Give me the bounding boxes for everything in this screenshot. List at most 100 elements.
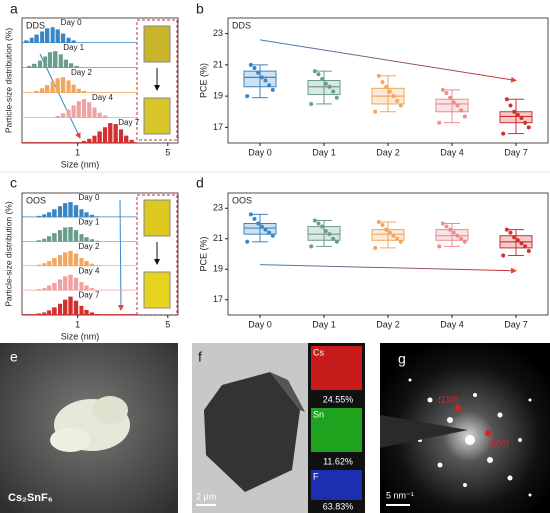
data-point xyxy=(373,245,378,250)
histogram-bar xyxy=(79,281,84,291)
series-label: Day 4 xyxy=(79,266,100,275)
histogram-bar xyxy=(95,289,100,291)
data-point xyxy=(459,108,464,113)
axes-frame xyxy=(21,192,179,316)
histogram-bar xyxy=(55,78,60,93)
series-label: Day 2 xyxy=(71,68,92,77)
histogram-bar xyxy=(53,51,58,68)
panel-g: (110) (200) 5 nm⁻¹ g xyxy=(380,343,550,513)
histogram-bar xyxy=(95,313,100,315)
powder xyxy=(50,428,90,452)
histogram-bar xyxy=(92,107,97,118)
y-tick-label: 23 xyxy=(213,203,223,213)
x-axis-title: Size (nm) xyxy=(61,159,100,169)
vial xyxy=(143,25,171,63)
histogram-bar xyxy=(84,212,89,218)
element-label: Sn xyxy=(313,409,324,419)
map-f xyxy=(311,470,362,500)
y-tick-label: 17 xyxy=(213,294,223,304)
panel-label: f xyxy=(198,349,202,365)
y-tick-label: 19 xyxy=(213,264,223,274)
data-point xyxy=(331,236,336,241)
histogram-bar xyxy=(58,54,63,68)
histogram-bar xyxy=(44,85,50,93)
data-point xyxy=(323,229,328,234)
x-tick-label: Day 7 xyxy=(504,319,528,329)
vial xyxy=(143,199,171,237)
y-tick-label: 17 xyxy=(213,122,223,132)
crystal xyxy=(270,372,305,412)
box xyxy=(499,111,533,124)
data-point xyxy=(440,221,445,226)
x-tick-label: Day 4 xyxy=(440,147,464,157)
x-tick-label: Day 2 xyxy=(376,147,400,157)
y-axis-title: PCE (%) xyxy=(198,63,208,98)
annotation: DDS xyxy=(232,20,251,30)
data-point xyxy=(256,221,261,226)
histogram-bar xyxy=(42,312,47,315)
data-point xyxy=(312,218,317,223)
histogram-bar xyxy=(24,40,29,43)
data-point xyxy=(334,95,339,100)
panel-e: e Cs₂SnF₆ xyxy=(0,343,178,513)
vial xyxy=(143,271,171,309)
data-point xyxy=(380,223,385,228)
inset-c xyxy=(117,194,178,316)
trend-arrow xyxy=(117,199,124,311)
histogram-bar xyxy=(118,129,124,143)
series-label: Day 1 xyxy=(63,43,84,52)
data-point xyxy=(515,238,520,243)
histogram-bar xyxy=(71,105,76,118)
histogram-bar xyxy=(52,258,57,267)
x-tick-label: 1 xyxy=(75,319,80,329)
histogram-bar xyxy=(84,285,89,291)
histogram-bar xyxy=(27,65,32,68)
data-point xyxy=(448,95,453,100)
fraction-label: 24.55% xyxy=(323,394,354,404)
histogram-bar xyxy=(73,277,79,291)
data-point xyxy=(455,233,460,238)
data-point xyxy=(504,97,509,102)
histogram-bar xyxy=(43,56,48,68)
series-label: Day 4 xyxy=(92,93,113,102)
y-tick-label: 19 xyxy=(213,91,223,101)
histogram-bar xyxy=(42,214,47,218)
histogram-bar xyxy=(81,140,87,143)
histogram-bar xyxy=(76,101,81,118)
histogram-bar xyxy=(81,99,87,118)
histogram-bar xyxy=(89,288,95,291)
histogram-bar xyxy=(36,313,41,315)
data-point xyxy=(526,125,531,130)
crystal xyxy=(204,372,300,492)
spot-label: (200) xyxy=(488,438,509,448)
data-point xyxy=(376,73,381,78)
data-point xyxy=(501,253,506,258)
histogram-bar xyxy=(60,113,66,118)
diffraction-spots xyxy=(408,378,532,497)
histogram-bar xyxy=(73,253,79,267)
data-point xyxy=(395,98,400,103)
annotation: OOS xyxy=(26,195,46,205)
histogram-bar xyxy=(95,265,100,267)
data-point xyxy=(327,232,332,237)
histogram-bar xyxy=(102,115,108,118)
histogram-bar xyxy=(50,81,55,93)
data-point xyxy=(391,94,396,99)
histogram-bar xyxy=(68,227,73,242)
box xyxy=(307,226,341,241)
data-point xyxy=(316,221,321,226)
histogram-bar xyxy=(68,202,73,218)
histogram-bar xyxy=(36,240,41,242)
data-point xyxy=(451,100,456,105)
histogram-bar xyxy=(92,135,97,143)
histogram-bar xyxy=(102,127,108,143)
data-point xyxy=(512,109,517,114)
data-point xyxy=(519,241,524,246)
histogram-bar xyxy=(40,88,45,93)
histogram-bar xyxy=(36,215,41,218)
data-point xyxy=(256,70,261,75)
y-axis-title: Particle-size distribution (%) xyxy=(3,28,13,134)
histogram-bar xyxy=(89,239,95,242)
histogram-bar xyxy=(63,227,68,242)
histogram-bar xyxy=(46,236,52,242)
